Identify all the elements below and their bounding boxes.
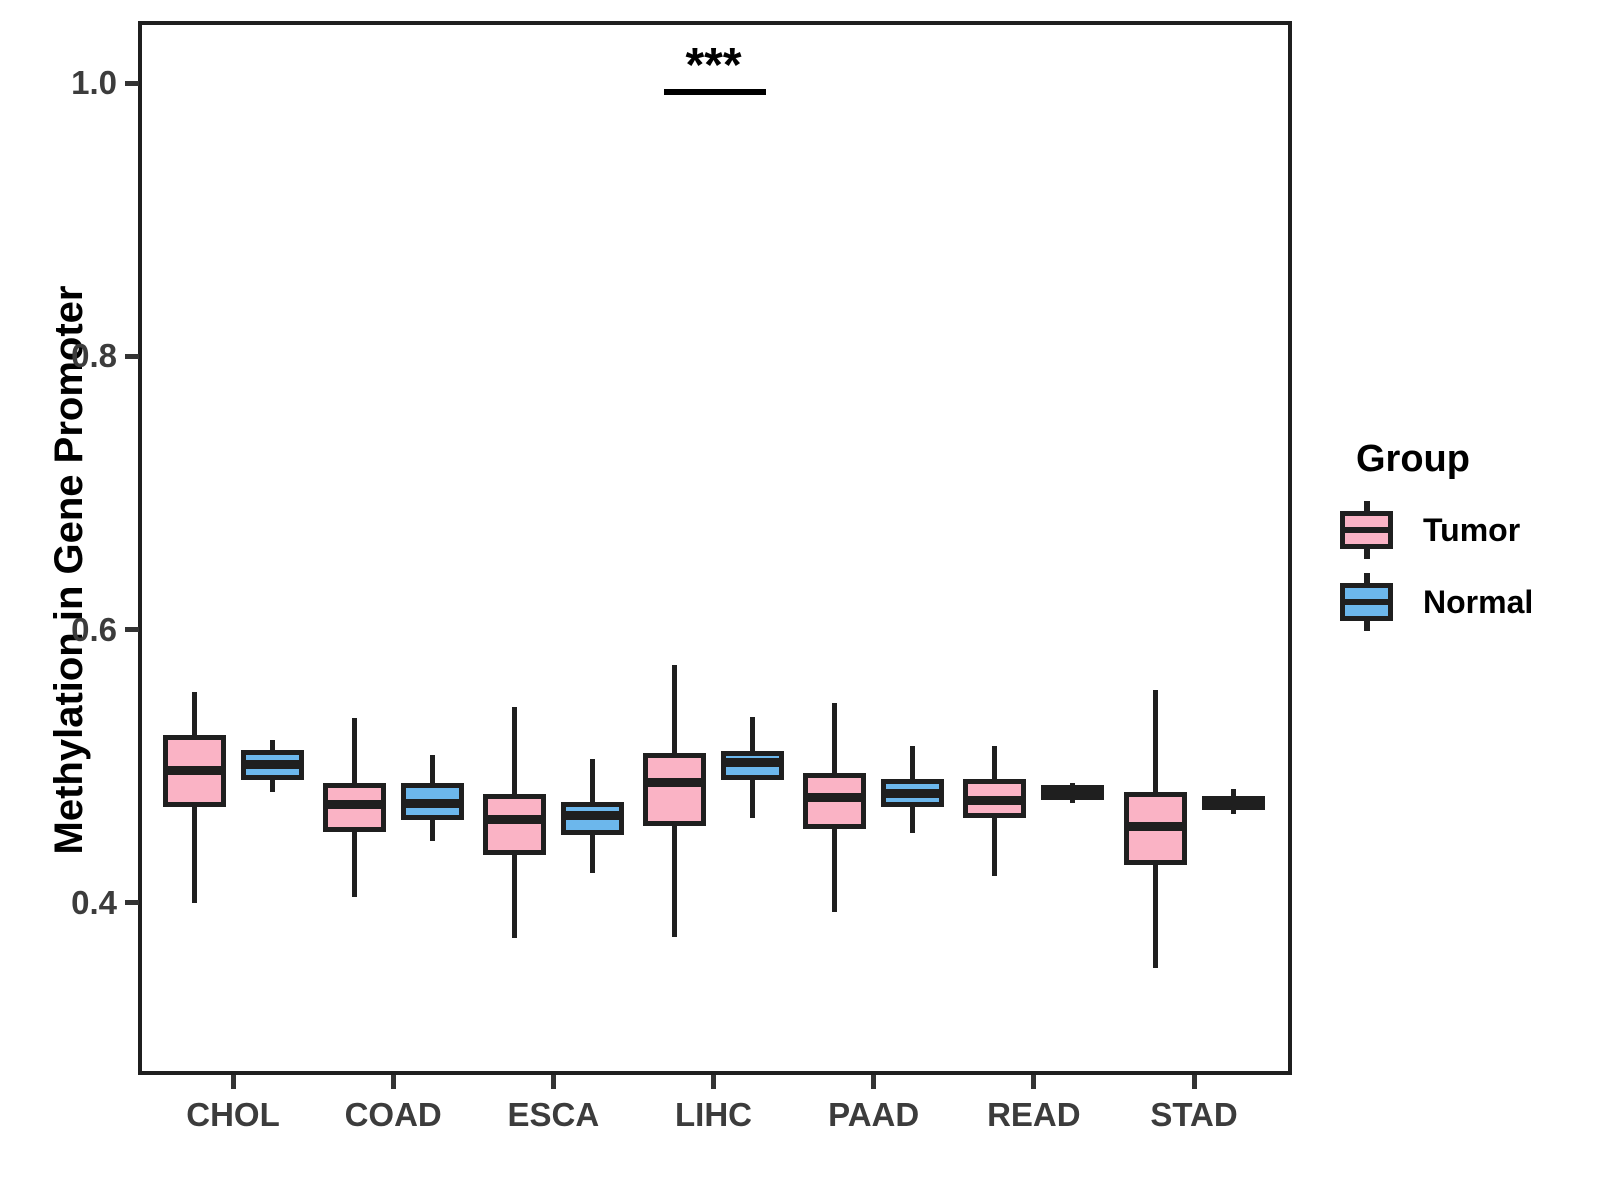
x-tickmark <box>1031 1075 1037 1089</box>
x-tick-label-stad: STAD <box>1150 1096 1238 1133</box>
y-tick-label: 0.6 <box>71 610 117 648</box>
legend-item-tumor: Tumor <box>1340 501 1598 559</box>
legend: Group Tumor Normal <box>1328 438 1598 645</box>
legend-title: Group <box>1356 438 1470 480</box>
median-coad-tumor <box>327 800 381 809</box>
x-tickmark <box>390 1075 396 1089</box>
plot-panel <box>138 21 1292 1075</box>
significance-bar <box>663 89 766 95</box>
y-tickmark <box>125 353 139 359</box>
x-tick-label-read: READ <box>987 1096 1081 1133</box>
median-esca-normal <box>565 810 619 820</box>
x-tickmark <box>711 1075 716 1089</box>
box-lihc-tumor <box>643 752 706 827</box>
x-tick-label-lihc: LIHC <box>675 1096 752 1133</box>
median-chol-tumor <box>167 765 221 775</box>
median-esca-tumor <box>487 815 541 825</box>
x-tick-label-paad: PAAD <box>828 1096 920 1133</box>
y-tick-label: 0.8 <box>71 337 117 375</box>
x-tickmark <box>1191 1075 1197 1089</box>
x-tick-label-chol: CHOL <box>186 1096 280 1133</box>
median-stad-tumor <box>1128 821 1182 831</box>
legend-item-normal: Normal <box>1340 573 1598 631</box>
median-paad-normal <box>886 789 940 799</box>
y-tick-label: 1.0 <box>71 64 117 101</box>
median-chol-normal <box>245 760 299 770</box>
median-read-tumor <box>968 795 1022 805</box>
median-lihc-tumor <box>648 778 701 788</box>
legend-boxplot-key-icon <box>1340 573 1393 631</box>
y-tickmark <box>125 900 139 906</box>
y-tick-label: 0.4 <box>71 883 117 921</box>
x-tick-label-coad: COAD <box>344 1096 442 1133</box>
legend-label: Normal <box>1423 584 1534 620</box>
legend-items: Tumor Normal <box>1328 501 1598 631</box>
y-tickmark <box>125 627 139 633</box>
legend-boxplot-key-icon <box>1340 501 1393 559</box>
y-tickmark <box>125 80 139 86</box>
median-stad-normal <box>1206 798 1260 808</box>
median-coad-normal <box>405 798 459 808</box>
significance-stars: *** <box>685 39 742 92</box>
x-tickmark <box>550 1075 556 1089</box>
x-tick-label-esca: ESCA <box>507 1096 600 1133</box>
median-paad-tumor <box>808 793 862 803</box>
median-read-normal <box>1046 787 1100 797</box>
legend-label: Tumor <box>1423 512 1521 548</box>
x-tickmark <box>230 1075 236 1089</box>
box-esca-tumor <box>482 793 546 856</box>
median-lihc-normal <box>726 757 779 767</box>
x-tickmark <box>871 1075 877 1089</box>
